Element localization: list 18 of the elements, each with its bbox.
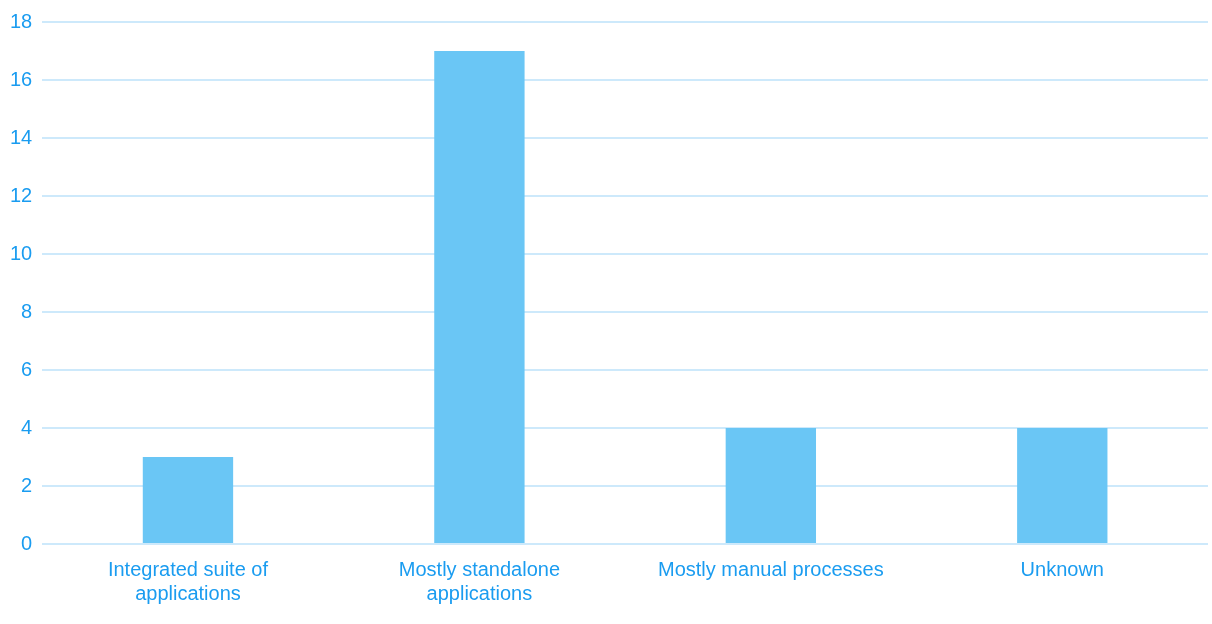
x-tick-label: Unknown	[1020, 557, 1104, 580]
bar	[434, 51, 525, 543]
y-tick-label: 14	[10, 125, 33, 148]
y-tick-label: 8	[21, 299, 33, 322]
y-tick-label: 12	[10, 183, 33, 206]
x-tick-label: Mostly standalone applications	[398, 557, 561, 604]
y-tick-label: 4	[21, 415, 33, 438]
y-tick-label: 6	[21, 357, 33, 380]
bar	[142, 457, 234, 543]
y-tick-label: 2	[21, 473, 33, 496]
y-tick-label: 10	[10, 241, 33, 264]
bar	[725, 428, 817, 543]
x-tick-label: Mostly manual processes	[658, 557, 884, 580]
y-tick-label: 0	[21, 531, 33, 554]
x-tick-label: Integrated suite of applications	[107, 557, 269, 604]
bar	[1017, 428, 1108, 543]
y-tick-label: 18	[10, 9, 33, 32]
y-tick-label: 16	[10, 67, 33, 90]
